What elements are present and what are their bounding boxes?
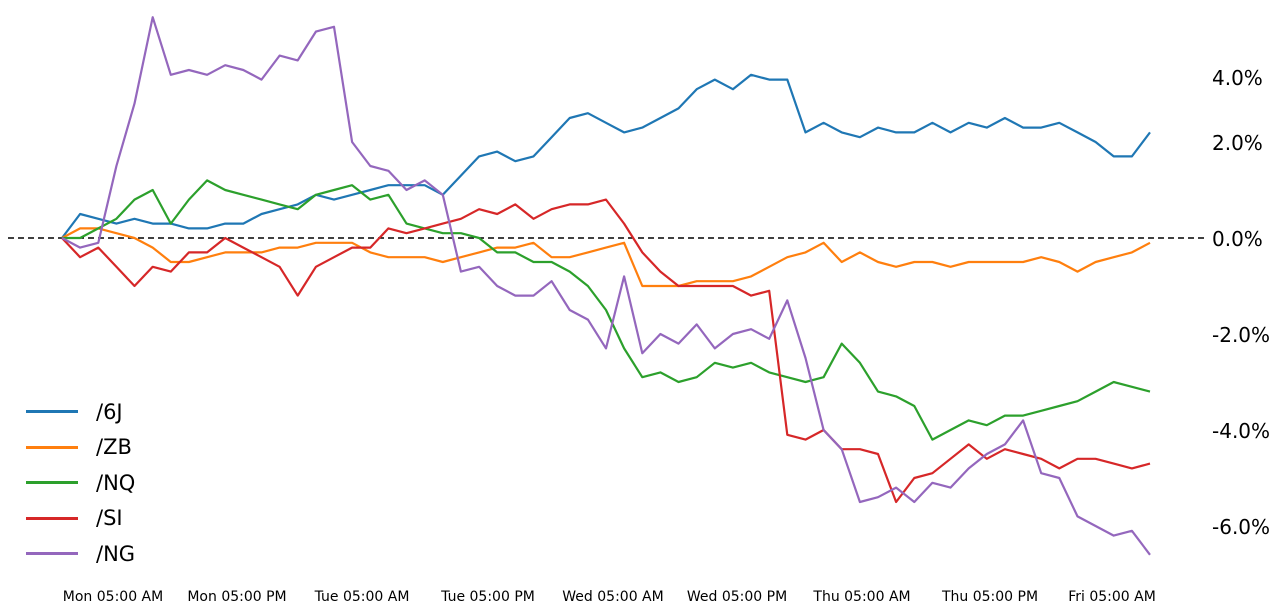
y-tick-label: 2.0% bbox=[1212, 131, 1263, 155]
legend-label: /SI bbox=[96, 506, 123, 531]
legend-label: /ZB bbox=[96, 435, 132, 460]
legend-item-zb: /ZB bbox=[26, 430, 135, 466]
legend-label: /NQ bbox=[96, 470, 136, 495]
series-line-ng bbox=[61, 16, 1151, 556]
legend-label: /NG bbox=[96, 541, 136, 566]
legend: /6J /ZB /NQ /SI /NG bbox=[26, 394, 135, 572]
y-tick-label: -4.0% bbox=[1212, 419, 1271, 443]
legend-label: /6J bbox=[96, 399, 123, 424]
series-line-si bbox=[61, 198, 1151, 504]
series-lines bbox=[61, 16, 1151, 556]
legend-item-ng: /NG bbox=[26, 536, 135, 572]
y-tick-label: -6.0% bbox=[1212, 515, 1271, 539]
x-tick-label: Fri 05:00 AM bbox=[1068, 589, 1156, 605]
x-tick-label: Mon 05:00 PM bbox=[187, 589, 287, 605]
y-tick-label: 4.0% bbox=[1212, 66, 1263, 90]
legend-item-si: /SI bbox=[26, 501, 135, 537]
y-tick-label: -2.0% bbox=[1212, 323, 1271, 347]
series-line-6j bbox=[61, 73, 1151, 239]
legend-swatch bbox=[26, 445, 78, 449]
legend-item-6j: /6J bbox=[26, 394, 135, 430]
x-tick-label: Wed 05:00 PM bbox=[686, 589, 788, 605]
legend-swatch bbox=[26, 481, 78, 485]
x-tick-label: Wed 05:00 AM bbox=[562, 589, 664, 605]
x-tick-label: Tue 05:00 AM bbox=[314, 589, 410, 605]
series-line-nq bbox=[62, 179, 1151, 441]
legend-item-nq: /NQ bbox=[26, 465, 135, 501]
legend-swatch bbox=[26, 516, 78, 520]
legend-swatch bbox=[26, 552, 78, 556]
y-tick-label: 0.0% bbox=[1212, 227, 1263, 251]
series-line-zb bbox=[61, 227, 1151, 288]
legend-swatch bbox=[26, 410, 78, 414]
x-tick-label: Thu 05:00 AM bbox=[813, 589, 911, 605]
x-tick-label: Thu 05:00 PM bbox=[941, 589, 1039, 605]
x-tick-label: Tue 05:00 PM bbox=[441, 589, 535, 605]
x-tick-label: Mon 05:00 AM bbox=[62, 589, 164, 605]
